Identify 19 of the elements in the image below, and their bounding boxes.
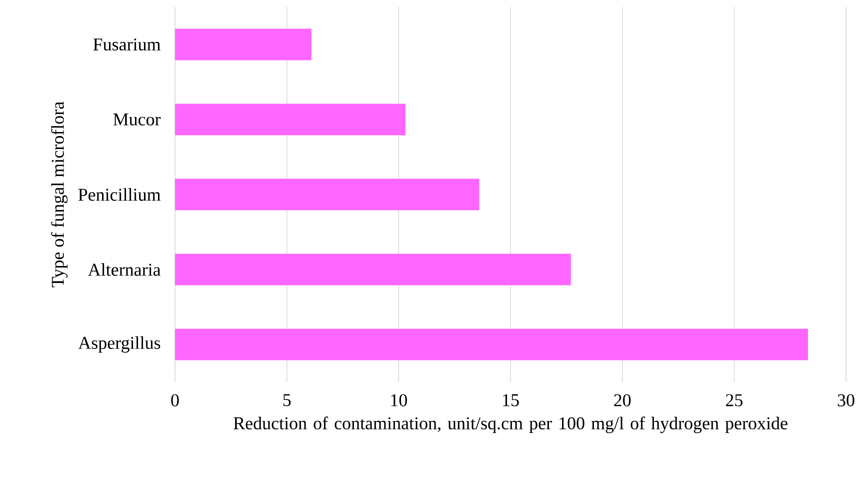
bar xyxy=(175,104,406,136)
y-tick-label: Alternaria xyxy=(88,263,161,276)
y-tick-label: Penicillium xyxy=(78,188,161,201)
x-tick-label: 15 xyxy=(503,394,519,406)
y-tick-label: Fusarium xyxy=(93,38,161,51)
bar xyxy=(175,254,571,286)
x-axis-title: Reduction of contamination, unit/sq.cm per 100 mg/l of hydrogen peroxide xyxy=(234,416,788,434)
x-tick-label: 10 xyxy=(391,394,407,406)
bar xyxy=(175,178,480,210)
x-tick-label: 20 xyxy=(614,394,631,406)
x-tick-label: 0 xyxy=(171,394,179,406)
bar xyxy=(175,28,312,60)
bar xyxy=(175,328,808,360)
y-tick-label: Aspergillus xyxy=(78,336,160,353)
x-tick-label: 30 xyxy=(838,394,854,406)
y-axis-title: Type of fungal microflora xyxy=(51,102,68,288)
x-tick-label: 5 xyxy=(283,394,291,406)
y-tick-label: Mucor xyxy=(113,114,161,126)
x-tick-label: 25 xyxy=(726,394,742,406)
